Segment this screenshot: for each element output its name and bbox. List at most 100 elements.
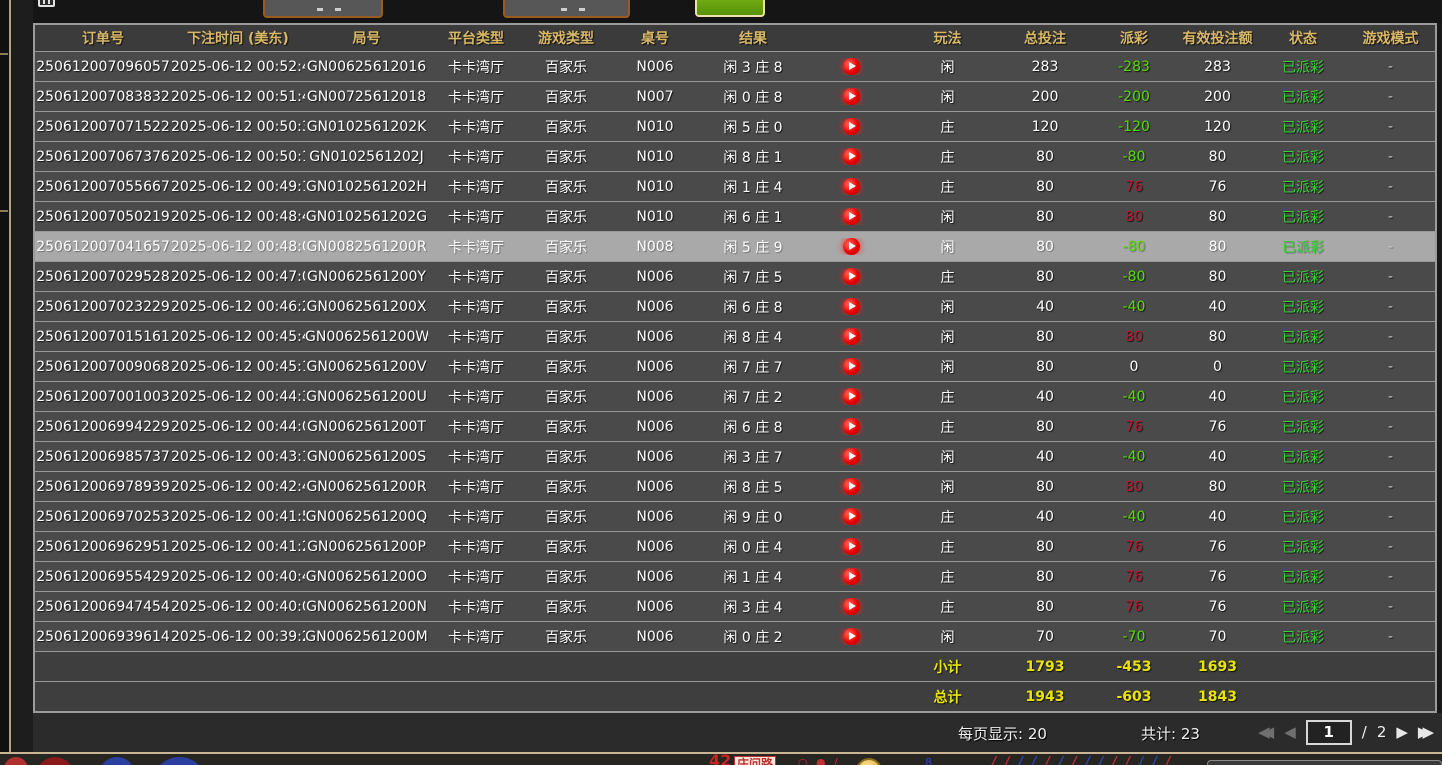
cell-round: GN0062561200X xyxy=(306,298,427,315)
cell-payout: -40 xyxy=(1122,508,1146,525)
table-row[interactable]: 250612007015161 2025-06-12 00:45:46 GN00… xyxy=(35,321,1435,351)
play-icon[interactable] xyxy=(842,328,860,345)
cell-table: N007 xyxy=(636,88,674,105)
cell-total: 283 xyxy=(1031,58,1059,75)
cell-play xyxy=(804,628,898,645)
cell-round: GN0102561202G xyxy=(305,208,428,225)
cell-mode: - xyxy=(1387,178,1394,195)
play-icon[interactable] xyxy=(842,358,860,375)
subtotal-row: 小计 1793 -453 1693 xyxy=(35,651,1435,681)
grand-total-payout: -603 xyxy=(1116,688,1152,705)
search-button[interactable] xyxy=(695,0,765,17)
header-cell: 结果 xyxy=(739,31,767,47)
cell-time: 2025-06-12 00:45:16 xyxy=(171,358,305,375)
play-icon[interactable] xyxy=(842,208,860,225)
table-row[interactable]: 250612007023229 2025-06-12 00:46:28 GN00… xyxy=(35,291,1435,321)
cell-status: 已派彩 xyxy=(1282,299,1324,316)
cell-game: 百家乐 xyxy=(545,239,587,256)
cell-result: 闲 5 庄 9 xyxy=(723,239,783,256)
table-row[interactable]: 250612006985737 2025-06-12 00:43:17 GN00… xyxy=(35,441,1435,471)
table-row[interactable]: 250612006994229 2025-06-12 00:44:01 GN00… xyxy=(35,411,1435,441)
cell-game: 百家乐 xyxy=(545,599,587,616)
table-row[interactable]: 250612006978939 2025-06-12 00:42:43 GN00… xyxy=(35,471,1435,501)
play-icon[interactable] xyxy=(842,388,860,405)
grand-total-valid-bet: 1843 xyxy=(1198,688,1237,705)
cell-time: 2025-06-12 00:44:36 xyxy=(171,388,305,405)
cell-valid: 76 xyxy=(1208,178,1227,195)
cell-payout: 80 xyxy=(1125,328,1143,345)
play-icon[interactable] xyxy=(842,478,860,495)
first-page-icon[interactable]: ◀◀ xyxy=(1258,723,1274,741)
table-row[interactable]: 250612006962951 2025-06-12 00:41:23 GN00… xyxy=(35,531,1435,561)
cell-order: 250612006947454 xyxy=(36,598,170,615)
filter-dropdown-2[interactable] xyxy=(503,0,630,18)
cell-table: N006 xyxy=(636,628,674,645)
play-icon[interactable] xyxy=(842,508,860,525)
next-page-icon[interactable]: ▶ xyxy=(1396,723,1408,741)
cell-time: 2025-06-12 00:48:01 xyxy=(171,238,305,255)
table-row[interactable]: 250612006970253 2025-06-12 00:41:59 GN00… xyxy=(35,501,1435,531)
table-row[interactable]: 250612007071522 2025-06-12 00:50:37 GN01… xyxy=(35,111,1435,141)
cell-order: 250612007050219 xyxy=(36,208,170,225)
play-icon[interactable] xyxy=(842,418,860,435)
header-cell: 有效投注额 xyxy=(1182,31,1253,47)
last-page-icon[interactable]: ▶▶ xyxy=(1417,723,1434,741)
play-icon[interactable] xyxy=(842,298,860,315)
cell-order: 250612007029528 xyxy=(36,268,170,285)
cell-mode: - xyxy=(1387,418,1394,435)
cell-payout: -80 xyxy=(1122,238,1146,255)
page-number-input[interactable] xyxy=(1305,719,1352,745)
cell-time: 2025-06-12 00:48:42 xyxy=(171,208,305,225)
cell-table: N006 xyxy=(636,448,674,465)
cell-time: 2025-06-12 00:44:01 xyxy=(171,418,305,435)
table-row[interactable]: 250612006955429 2025-06-12 00:40:44 GN00… xyxy=(35,561,1435,591)
table-row[interactable]: 250612006947454 2025-06-12 00:40:03 GN00… xyxy=(35,591,1435,621)
play-icon[interactable] xyxy=(842,58,860,75)
play-icon[interactable] xyxy=(842,628,860,645)
play-icon[interactable] xyxy=(842,178,860,195)
table-row[interactable]: 250612007001003 2025-06-12 00:44:36 GN00… xyxy=(35,381,1435,411)
grid-icon[interactable] xyxy=(38,0,55,7)
cell-bet: 闲 xyxy=(940,59,955,76)
table-row[interactable]: 250612007096057 2025-06-12 00:52:41 GN00… xyxy=(35,51,1435,81)
cell-order: 250612006962951 xyxy=(36,538,170,555)
cell-game: 百家乐 xyxy=(545,119,587,136)
table-row[interactable]: 250612007029528 2025-06-12 00:47:02 GN00… xyxy=(35,261,1435,291)
play-icon[interactable] xyxy=(842,538,860,555)
cell-mode: - xyxy=(1387,238,1394,255)
play-icon[interactable] xyxy=(842,88,860,105)
table-row[interactable]: 250612007041657 2025-06-12 00:48:01 GN00… xyxy=(35,231,1435,261)
cell-platform: 卡卡湾厅 xyxy=(448,119,504,136)
prev-page-icon[interactable]: ◀ xyxy=(1284,723,1296,741)
cell-game: 百家乐 xyxy=(545,179,587,196)
table-row[interactable]: 250612007009068 2025-06-12 00:45:16 GN00… xyxy=(35,351,1435,381)
table-row[interactable]: 250612007050219 2025-06-12 00:48:42 GN01… xyxy=(35,201,1435,231)
cell-order: 250612006985737 xyxy=(36,448,170,465)
table-row[interactable]: 250612007055667 2025-06-12 00:49:14 GN01… xyxy=(35,171,1435,201)
road-slash: / xyxy=(992,754,1006,765)
cell-platform: 卡卡湾厅 xyxy=(448,209,504,226)
filter-dropdown-1[interactable] xyxy=(263,0,383,18)
cell-status: 已派彩 xyxy=(1282,359,1324,376)
play-icon[interactable] xyxy=(842,268,860,285)
cell-table: N006 xyxy=(636,598,674,615)
table-row[interactable]: 250612006939614 2025-06-12 00:39:21 GN00… xyxy=(35,621,1435,651)
play-icon[interactable] xyxy=(842,568,860,585)
cell-round: GN0062561200O xyxy=(305,568,428,585)
cell-platform: 卡卡湾厅 xyxy=(448,89,504,106)
cell-valid: 76 xyxy=(1208,418,1227,435)
cell-play xyxy=(804,268,898,285)
table-row[interactable]: 250612007083832 2025-06-12 00:51:40 GN00… xyxy=(35,81,1435,111)
play-icon[interactable] xyxy=(842,148,860,165)
cell-total: 40 xyxy=(1036,508,1054,525)
road-slash: / xyxy=(1072,754,1086,765)
play-icon[interactable] xyxy=(842,598,860,615)
play-icon[interactable] xyxy=(842,238,860,255)
play-icon[interactable] xyxy=(842,448,860,465)
cell-platform: 卡卡湾厅 xyxy=(448,59,504,76)
cell-result: 闲 3 庄 7 xyxy=(723,449,783,466)
table-row[interactable]: 250612007067376 2025-06-12 00:50:12 GN01… xyxy=(35,141,1435,171)
cell-platform: 卡卡湾厅 xyxy=(448,539,504,556)
play-icon[interactable] xyxy=(842,118,860,135)
cell-round: GN0102561202J xyxy=(309,148,424,165)
